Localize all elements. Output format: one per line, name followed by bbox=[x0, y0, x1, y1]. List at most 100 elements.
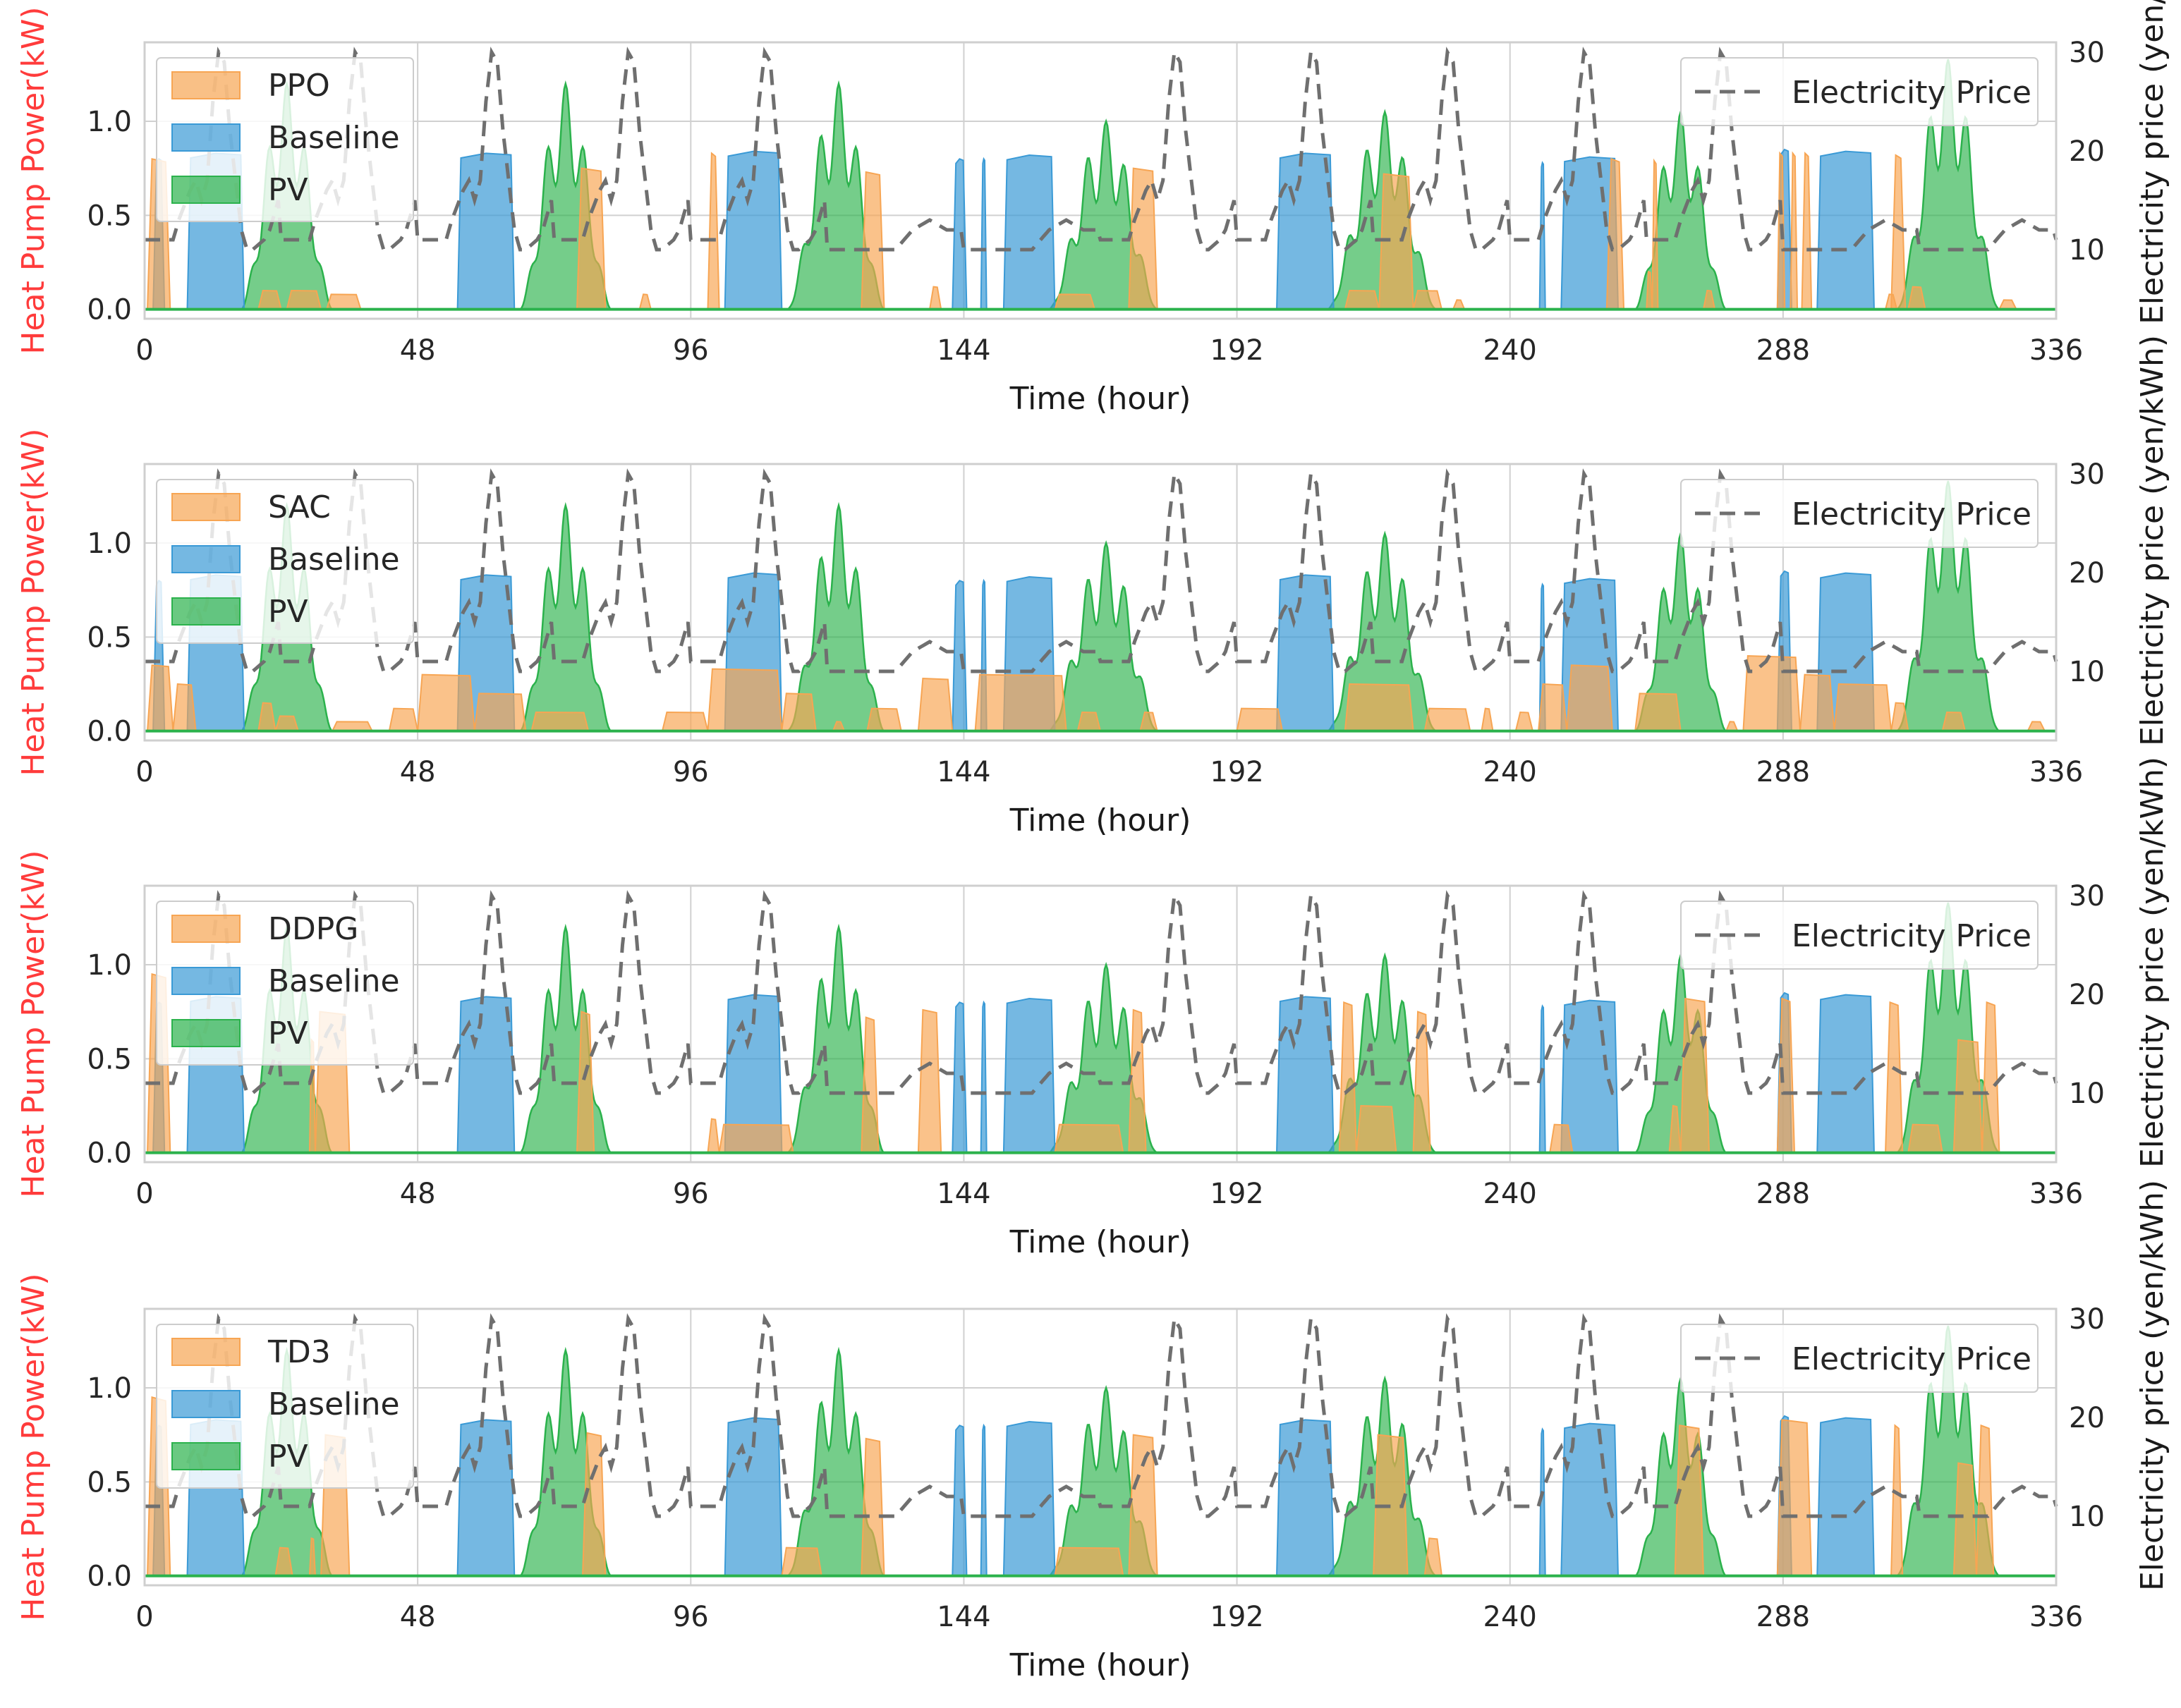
controller-area bbox=[286, 289, 322, 310]
x-tick-label: 144 bbox=[937, 334, 990, 367]
legend-pv-swatch bbox=[171, 597, 241, 626]
controller-area bbox=[707, 668, 783, 732]
baseline-area bbox=[456, 996, 516, 1154]
electricity-price-line bbox=[145, 890, 2058, 1095]
series-legend: DDPG Baseline PV bbox=[156, 901, 414, 1066]
controller-area bbox=[1344, 683, 1414, 732]
controller-area bbox=[1952, 1039, 1983, 1154]
plot-frame bbox=[143, 463, 2058, 742]
legend-controller-swatch bbox=[171, 1338, 241, 1366]
price-legend: Electricity Price bbox=[1680, 901, 2039, 970]
controller-area bbox=[257, 289, 282, 310]
controller-area bbox=[1054, 293, 1096, 310]
legend-baseline-swatch bbox=[171, 967, 241, 995]
y-tick-label-right: 10 bbox=[2069, 1078, 2105, 1110]
controller-area bbox=[1566, 664, 1613, 732]
y-axis-label-left: Heat Pump Power(kW) bbox=[16, 1273, 51, 1621]
controller-area bbox=[1907, 1123, 1943, 1154]
y-tick-label-right: 30 bbox=[2069, 37, 2105, 69]
controller-area bbox=[172, 683, 197, 732]
legend-baseline-label: Baseline bbox=[268, 542, 400, 578]
legend-price-label: Electricity Price bbox=[1792, 1341, 2031, 1377]
y-tick-label-right: 20 bbox=[2069, 979, 2105, 1011]
y-axis-label-left: Heat Pump Power(kW) bbox=[16, 428, 51, 776]
controller-area bbox=[917, 677, 954, 732]
y-tick-label-right: 10 bbox=[2069, 234, 2105, 267]
y-tick-label-right: 20 bbox=[2069, 557, 2105, 590]
legend-frame bbox=[1680, 57, 2039, 126]
x-tick-label: 96 bbox=[673, 334, 709, 367]
controller-area bbox=[146, 664, 174, 732]
legend-pv-label: PV bbox=[268, 594, 308, 630]
y-tick-label-right: 20 bbox=[2069, 1402, 2105, 1434]
controller-area bbox=[274, 715, 300, 732]
y-axis-label-left: Heat Pump Power(kW) bbox=[16, 850, 51, 1197]
baseline-area bbox=[1560, 999, 1619, 1154]
y-tick-label-left: 0.5 bbox=[87, 621, 132, 654]
legend-controller-label: TD3 bbox=[267, 1334, 331, 1370]
controller-area bbox=[1679, 997, 1711, 1154]
legend-frame bbox=[1680, 1324, 2039, 1393]
legend-controller-label: DDPG bbox=[268, 911, 358, 947]
controller-area bbox=[1378, 173, 1414, 310]
y-axis-label-right: Electricity price (yen/kWh) bbox=[2134, 335, 2170, 746]
legend-baseline-label: Baseline bbox=[268, 1386, 400, 1422]
legend-price-label: Electricity Price bbox=[1792, 75, 2031, 111]
controller-area bbox=[718, 1123, 794, 1154]
x-tick-label: 0 bbox=[135, 756, 153, 788]
legend-controller-label: PPO bbox=[268, 68, 330, 104]
controller-area bbox=[1833, 683, 1893, 732]
controller-area bbox=[661, 711, 709, 732]
baseline-area bbox=[1276, 152, 1335, 310]
x-tick-label: 240 bbox=[1483, 334, 1537, 367]
x-axis-label: Time (hour) bbox=[1009, 381, 1191, 417]
legend-baseline-label: Baseline bbox=[268, 120, 400, 156]
y-tick-label-left: 1.0 bbox=[87, 949, 132, 982]
x-tick-label: 0 bbox=[135, 1601, 153, 1633]
price-legend: Electricity Price bbox=[1680, 57, 2039, 126]
controller-area bbox=[861, 1437, 885, 1577]
controller-area bbox=[974, 673, 1067, 732]
legend-pv-label: PV bbox=[268, 1439, 308, 1475]
controller-area bbox=[473, 693, 527, 732]
y-tick-label-right: 20 bbox=[2069, 135, 2105, 168]
controller-area bbox=[1412, 289, 1443, 310]
legend-pv-swatch bbox=[171, 1019, 241, 1047]
y-tick-label-left: 0.0 bbox=[87, 294, 132, 327]
baseline-area bbox=[1276, 1419, 1335, 1577]
x-tick-label: 192 bbox=[1210, 334, 1263, 367]
baseline-area bbox=[456, 1419, 516, 1577]
y-tick-label-right: 10 bbox=[2069, 1501, 2105, 1533]
x-tick-label: 240 bbox=[1483, 1178, 1537, 1210]
controller-area bbox=[1355, 1104, 1397, 1154]
y-tick-label-left: 0.0 bbox=[87, 716, 132, 748]
y-axis-label-right: Electricity price (yen/kWh) bbox=[2134, 757, 2170, 1168]
baseline-area bbox=[1276, 574, 1335, 732]
legend-baseline-swatch bbox=[171, 1390, 241, 1418]
x-tick-label: 144 bbox=[937, 1601, 990, 1633]
legend-pv-swatch bbox=[171, 176, 241, 204]
x-tick-label: 144 bbox=[937, 756, 990, 788]
x-tick-label: 96 bbox=[673, 756, 709, 788]
x-tick-label: 48 bbox=[400, 1178, 436, 1210]
controller-area bbox=[917, 1008, 942, 1154]
controller-area bbox=[1054, 1123, 1124, 1154]
x-tick-label: 96 bbox=[673, 1601, 709, 1633]
controller-area bbox=[866, 707, 902, 732]
x-tick-label: 336 bbox=[2029, 1178, 2083, 1210]
panel-3: 0 48 96 144 192 240 288 336 0.0 0.5 1.0 10 20 30 Time … bbox=[16, 757, 2170, 1260]
x-tick-label: 48 bbox=[400, 756, 436, 788]
legend-baseline-label: Baseline bbox=[268, 963, 400, 999]
y-tick-label-left: 0.0 bbox=[87, 1561, 132, 1593]
x-tick-label: 336 bbox=[2029, 756, 2083, 788]
x-tick-label: 192 bbox=[1210, 1601, 1263, 1633]
x-axis-label: Time (hour) bbox=[1009, 1647, 1191, 1683]
controller-area bbox=[781, 693, 817, 732]
x-tick-label: 48 bbox=[400, 334, 436, 367]
plot-frame bbox=[143, 884, 2058, 1164]
legend-frame bbox=[1680, 479, 2039, 548]
controller-area bbox=[861, 171, 885, 310]
legend-price-label: Electricity Price bbox=[1792, 918, 2031, 954]
legend-price-label: Electricity Price bbox=[1792, 496, 2031, 532]
electricity-price-line bbox=[145, 47, 2058, 252]
